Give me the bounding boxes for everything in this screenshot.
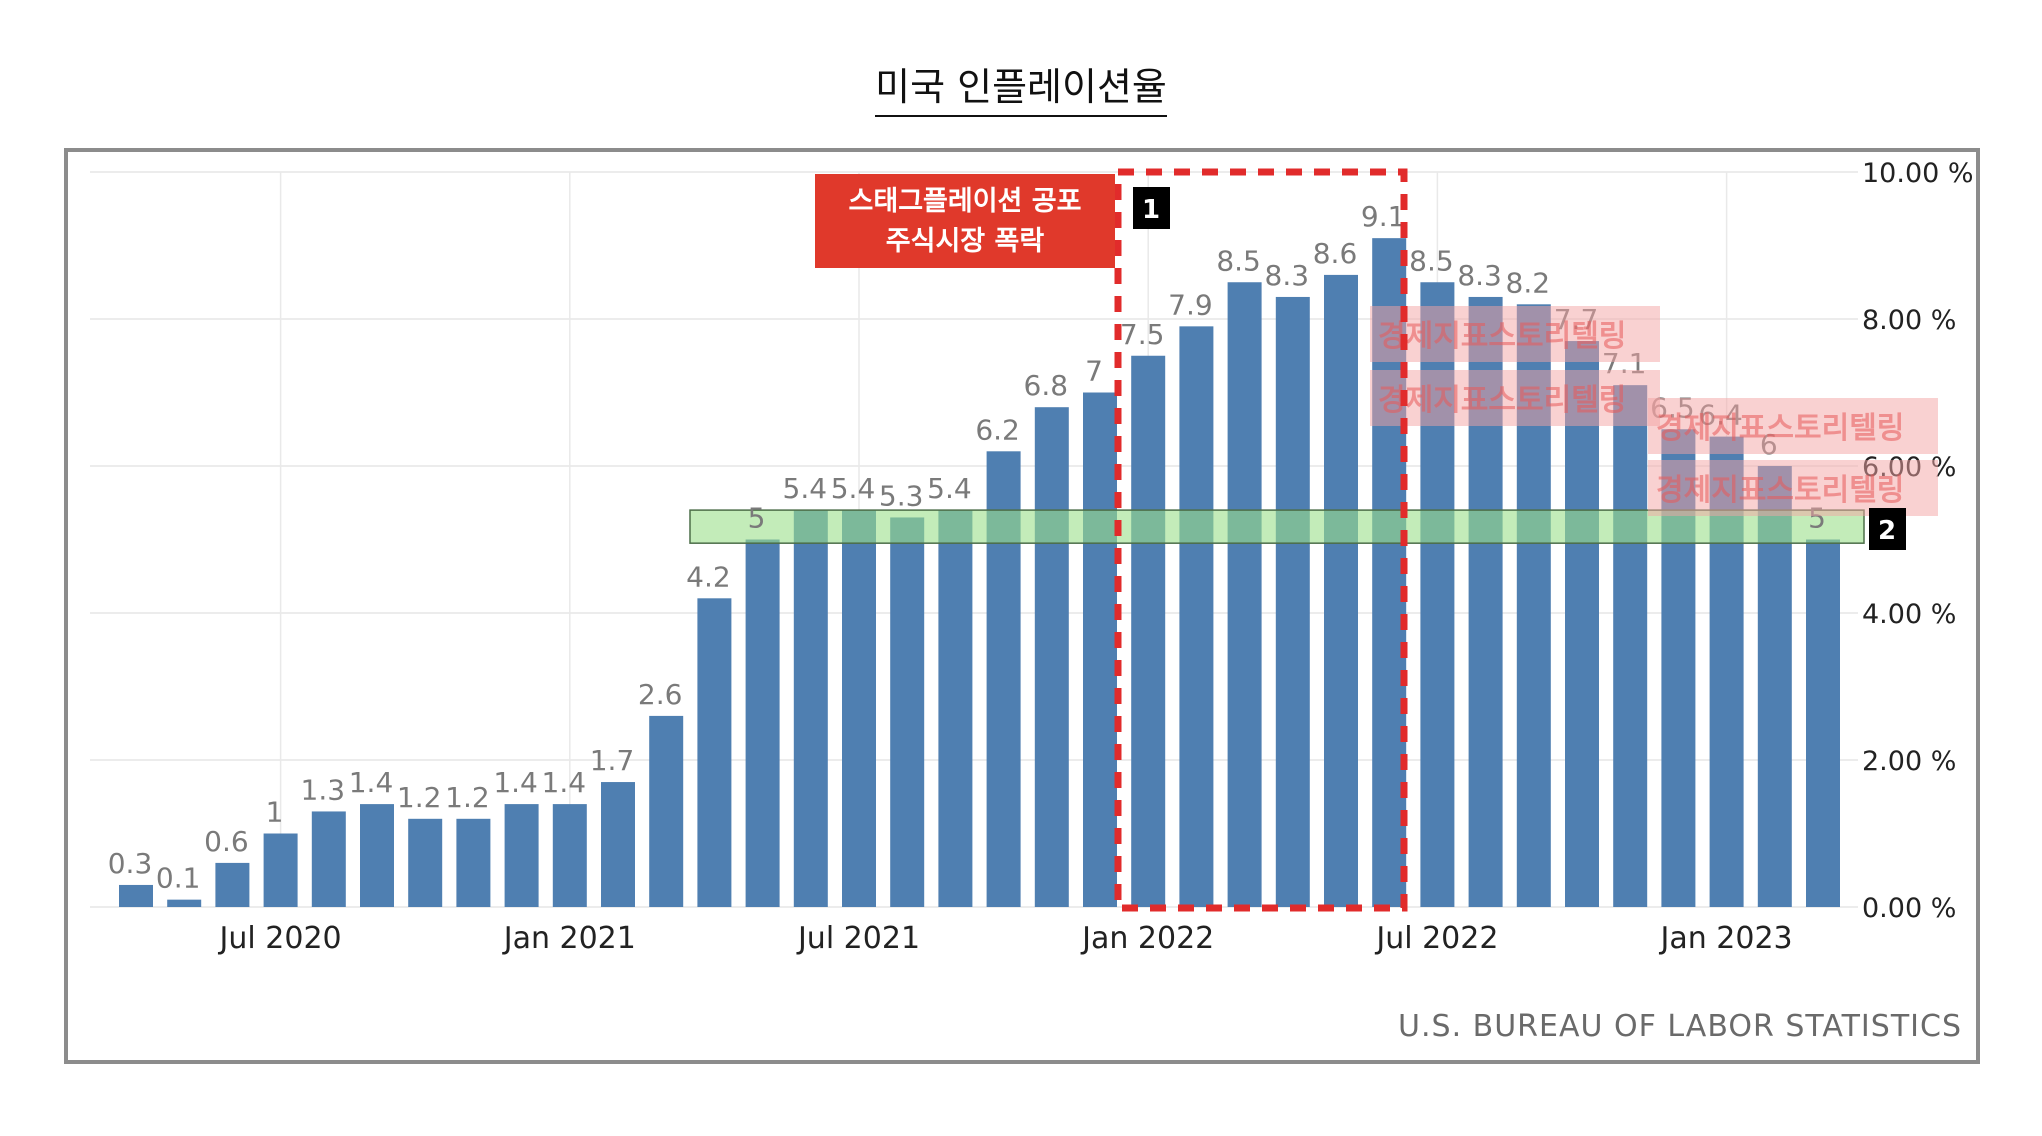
marker-1: 1	[1142, 195, 1160, 225]
bar	[311, 811, 346, 907]
annotation-line-2: 주식시장 폭락	[886, 226, 1045, 257]
data-label: 5.4	[831, 472, 876, 505]
bar	[360, 804, 394, 907]
y-tick-label: 8.00 %	[1862, 305, 1956, 336]
data-label: 0.3	[108, 847, 153, 880]
data-label: 4.2	[686, 560, 731, 593]
data-label: 5.4	[927, 472, 972, 505]
chart-frame	[64, 148, 1980, 1064]
data-label: 8.3	[1265, 259, 1310, 292]
data-label: 6.8	[1024, 369, 1069, 402]
bar	[167, 899, 202, 907]
data-label: 0.6	[204, 825, 249, 858]
data-label: 1	[266, 796, 284, 829]
chart-title-text: 미국 인플레이션율	[875, 65, 1167, 117]
bar	[215, 862, 250, 907]
watermark-text: 경제지표스토리텔링	[1378, 383, 1626, 418]
bar	[1131, 355, 1166, 907]
data-label: 8.6	[1313, 237, 1358, 270]
y-tick-label: 4.00 %	[1862, 599, 1956, 630]
highlight-dashed-box	[1114, 168, 1408, 912]
bar	[601, 782, 635, 907]
bar	[1565, 341, 1599, 907]
bar	[1179, 326, 1214, 908]
data-label: 8.3	[1457, 259, 1502, 292]
watermark-text: 경제지표스토리텔링	[1378, 319, 1626, 354]
bar	[1324, 274, 1358, 907]
bar	[1275, 296, 1310, 907]
data-label: 8.5	[1216, 244, 1261, 277]
annotation-line-1: 스태그플레이션 공포	[849, 186, 1082, 217]
markers: 1 2	[1133, 187, 1906, 550]
bar	[1806, 539, 1840, 907]
marker-2-box	[1869, 508, 1906, 550]
bar	[890, 517, 925, 907]
bar	[1613, 385, 1648, 907]
watermark-box	[1370, 370, 1660, 426]
data-label: 1.7	[590, 744, 635, 777]
x-tick-label: Jul 2020	[218, 921, 342, 956]
data-label: 0.1	[156, 862, 201, 895]
highlight-box	[1114, 168, 1408, 912]
annotation: 스태그플레이션 공포 주식시장 폭락	[815, 174, 1115, 268]
y-tick-label: 10.00 %	[1862, 158, 1974, 189]
bar	[1034, 407, 1069, 907]
watermark-text: 경제지표스토리텔링	[1656, 411, 1904, 446]
watermark-box	[1370, 306, 1660, 362]
y-tick-label: 0.00 %	[1862, 893, 1956, 924]
marker-1-box	[1133, 187, 1170, 229]
data-label: 8.2	[1506, 266, 1551, 299]
x-axis-ticks: Jul 2020 Jan 2021 Jul 2021 Jan 2022 Jul 2022…	[218, 921, 1793, 956]
data-label: 2.6	[638, 678, 683, 711]
data-label: 1.4	[542, 766, 587, 799]
x-tick-label: Jan 2021	[502, 921, 636, 956]
bar	[793, 510, 828, 907]
bar	[1227, 282, 1262, 907]
watermark-box	[1648, 460, 1938, 516]
annotation-box	[815, 174, 1115, 268]
bar	[552, 804, 587, 907]
x-tick-label: Jan 2022	[1080, 921, 1214, 956]
source-label: U.S. BUREAU OF LABOR STATISTICS	[1398, 1009, 1962, 1044]
bar	[408, 818, 443, 907]
data-label: 7.9	[1168, 288, 1213, 321]
data-label: 5.4	[783, 472, 828, 505]
marker-2: 2	[1878, 516, 1896, 546]
data-label: 1.3	[301, 773, 346, 806]
watermark-box	[1648, 398, 1938, 454]
chart-title: 미국 인플레이션율	[0, 56, 2042, 117]
data-label: 5	[748, 502, 766, 535]
x-tick-label: Jul 2021	[796, 921, 920, 956]
data-label: 1.4	[493, 766, 538, 799]
x-tick-label: Jan 2023	[1659, 921, 1793, 956]
bar	[263, 833, 298, 907]
bar	[504, 804, 539, 907]
watermark-text: 경제지표스토리텔링	[1656, 473, 1904, 508]
data-label: 5.3	[879, 479, 924, 512]
data-label: 9.1	[1361, 200, 1406, 233]
bar	[842, 510, 876, 907]
data-label: 1.2	[445, 781, 490, 814]
bar	[697, 598, 732, 907]
bar	[938, 510, 973, 907]
data-label: 7	[1085, 355, 1103, 388]
bar	[456, 818, 491, 907]
x-tick-label: Jul 2022	[1374, 921, 1498, 956]
data-label: 6.2	[975, 413, 1020, 446]
y-tick-label: 2.00 %	[1862, 746, 1956, 777]
bar	[745, 539, 780, 907]
data-label: 7.5	[1120, 318, 1165, 351]
bar	[1083, 392, 1117, 907]
data-label: 1.2	[397, 781, 442, 814]
bar	[649, 715, 684, 907]
data-label: 8.5	[1409, 244, 1454, 277]
bar	[119, 884, 153, 907]
data-label: 1.4	[349, 766, 394, 799]
